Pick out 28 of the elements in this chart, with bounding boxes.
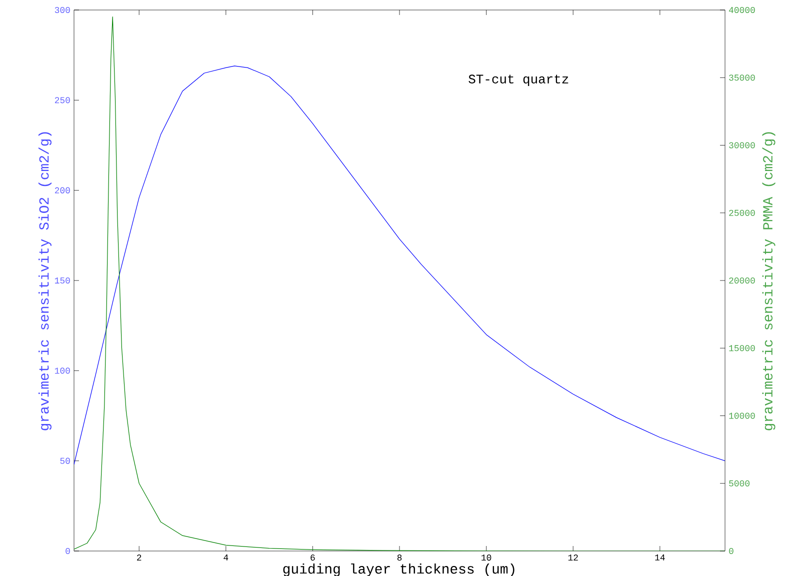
y2-tick-label: 0 xyxy=(729,548,734,554)
y2-tick-label: 40000 xyxy=(728,6,755,14)
y-tick-label: 300 xyxy=(54,6,70,14)
x-axis-title: guiding layer thickness (um) xyxy=(283,563,514,576)
x-tick-label: 4 xyxy=(224,554,228,560)
y-tick-label: 0 xyxy=(66,548,70,554)
x-tick-label: 6 xyxy=(310,554,315,561)
y2-tick-label: 35000 xyxy=(729,74,755,81)
y2-tick-label: 10000 xyxy=(729,412,755,419)
y-tick-label: 250 xyxy=(54,97,70,104)
x-tick-label: 14 xyxy=(655,554,665,560)
annotation: ST-cut quartz xyxy=(468,74,568,86)
x-tick-label: 12 xyxy=(568,554,578,561)
x-tick-label: 2 xyxy=(137,554,142,561)
y2-tick-label: 20000 xyxy=(729,277,755,284)
y-tick-label: 50 xyxy=(60,458,70,464)
y-tick-label: 200 xyxy=(54,187,70,194)
y2-tick-label: 25000 xyxy=(729,210,755,216)
x-tick-label: 10 xyxy=(482,554,492,561)
y-tick-label: 150 xyxy=(54,277,70,284)
y-tick-label: 100 xyxy=(54,368,70,374)
y2-tick-label: 30000 xyxy=(729,142,755,148)
y2-tick-label: 5000 xyxy=(729,480,750,486)
y2-tick-label: 15000 xyxy=(729,345,755,352)
x-tick-label: 8 xyxy=(397,554,402,561)
line-series xyxy=(74,66,726,465)
y-axis-title: gravimetric sensitivity SiO2 (cm2/g) xyxy=(38,132,52,430)
y2-axis-title: gravimetric sensitivity PMMA (cm2/g) xyxy=(762,132,776,430)
